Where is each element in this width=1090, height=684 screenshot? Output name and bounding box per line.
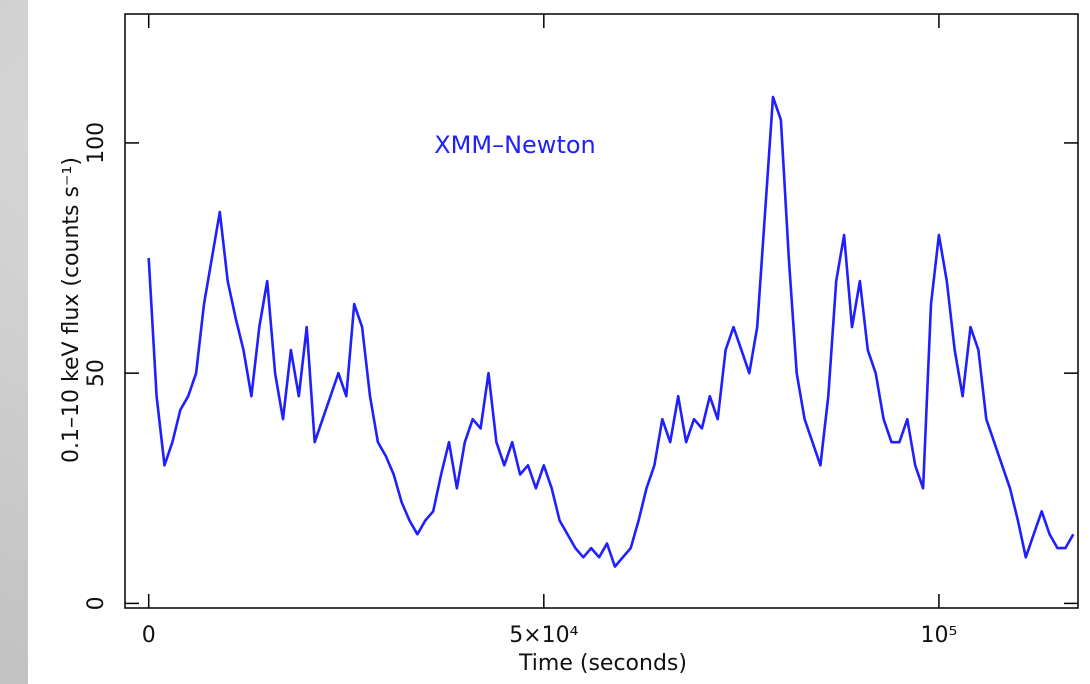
y-tick-label: 50: [84, 359, 109, 387]
y-axis-label: 0.1–10 keV flux (counts s⁻¹): [59, 157, 84, 463]
x-tick-label: 5×10⁴: [509, 623, 578, 648]
plot-frame: [124, 13, 1079, 609]
x-tick-label: 10⁵: [921, 623, 958, 648]
data-line: [147, 95, 1075, 568]
x-tick-label: 0: [142, 623, 156, 648]
y-tick-label: 0: [84, 596, 109, 610]
annotation: XMM–Newton: [434, 131, 596, 159]
x-axis-label: Time (seconds): [518, 651, 687, 676]
y-tick-label: 100: [84, 122, 109, 164]
plot-background: [28, 0, 1090, 684]
